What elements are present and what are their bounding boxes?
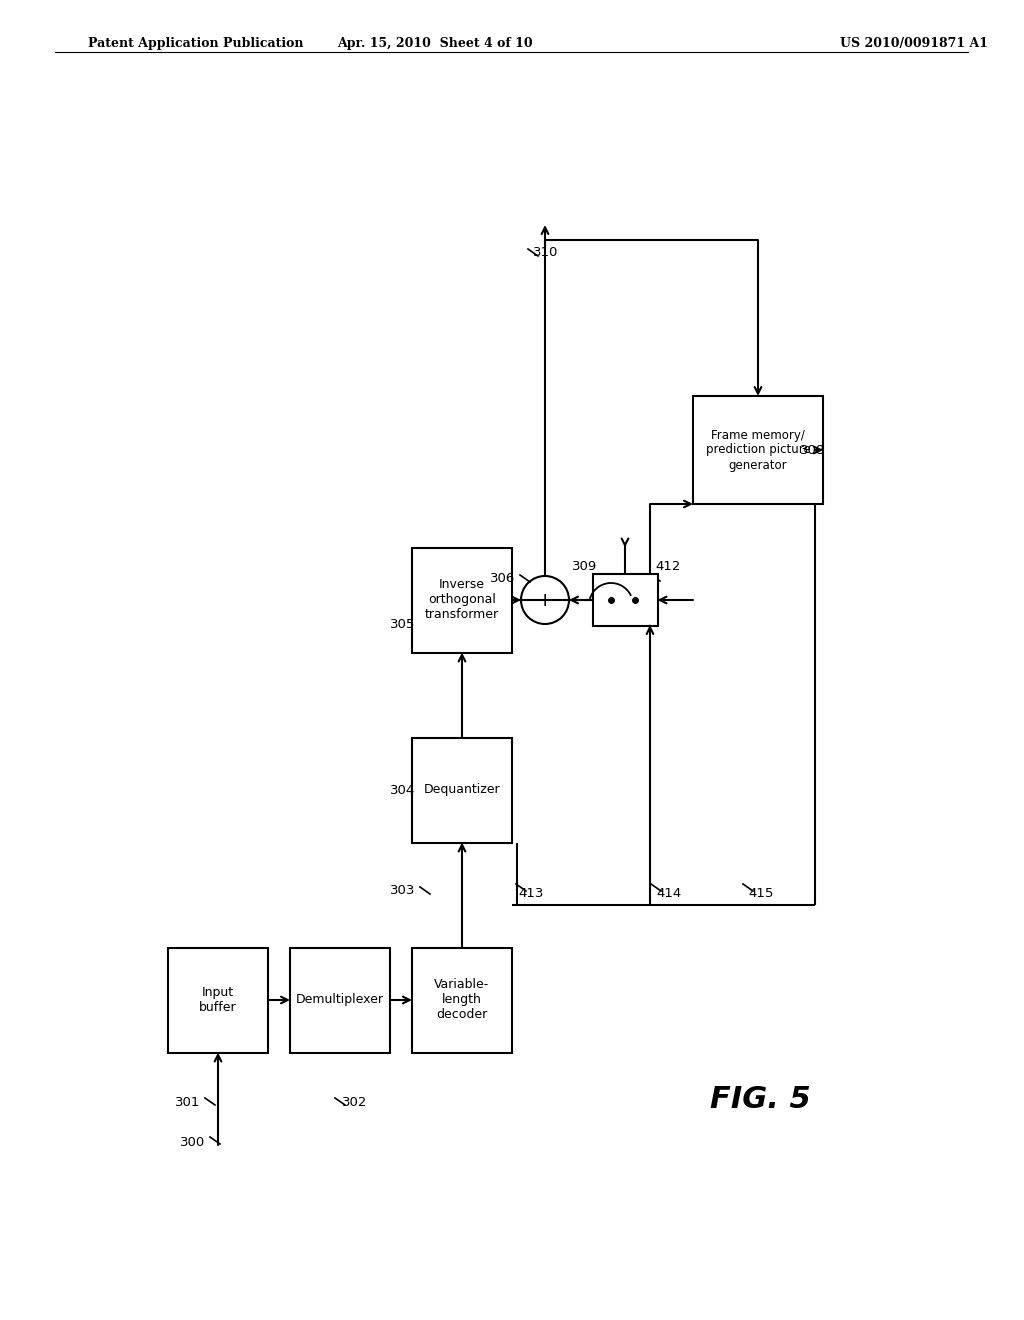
Text: Patent Application Publication: Patent Application Publication [88,37,303,50]
Text: 300: 300 [180,1135,205,1148]
Text: 413: 413 [518,887,544,900]
Text: US 2010/0091871 A1: US 2010/0091871 A1 [840,37,988,50]
Text: +: + [537,590,553,610]
Text: Variable-
length
decoder: Variable- length decoder [434,978,489,1022]
Bar [412,948,512,1052]
Bar [412,738,512,842]
Text: 304: 304 [390,784,415,796]
Text: 306: 306 [489,572,515,585]
Text: Input
buffer: Input buffer [200,986,237,1014]
Text: Frame memory/
prediction picture
generator: Frame memory/ prediction picture generat… [706,429,810,471]
Text: 310: 310 [534,246,558,259]
Text: 302: 302 [342,1096,368,1109]
Bar [290,948,390,1052]
Text: 309: 309 [571,560,597,573]
Bar [412,548,512,652]
Text: 303: 303 [389,883,415,896]
Bar [593,574,657,626]
Bar [693,396,823,504]
Text: Dequantizer: Dequantizer [424,784,501,796]
Text: 414: 414 [656,887,681,900]
Text: Demultiplexer: Demultiplexer [296,994,384,1006]
Text: Apr. 15, 2010  Sheet 4 of 10: Apr. 15, 2010 Sheet 4 of 10 [337,37,532,50]
Text: 412: 412 [655,560,680,573]
Text: FIG. 5: FIG. 5 [710,1085,810,1114]
Text: Inverse
orthogonal
transformer: Inverse orthogonal transformer [425,578,499,622]
Text: 308: 308 [800,444,825,457]
Text: 415: 415 [748,887,773,900]
Text: 301: 301 [175,1096,200,1109]
Bar [168,948,268,1052]
Text: 305: 305 [389,619,415,631]
